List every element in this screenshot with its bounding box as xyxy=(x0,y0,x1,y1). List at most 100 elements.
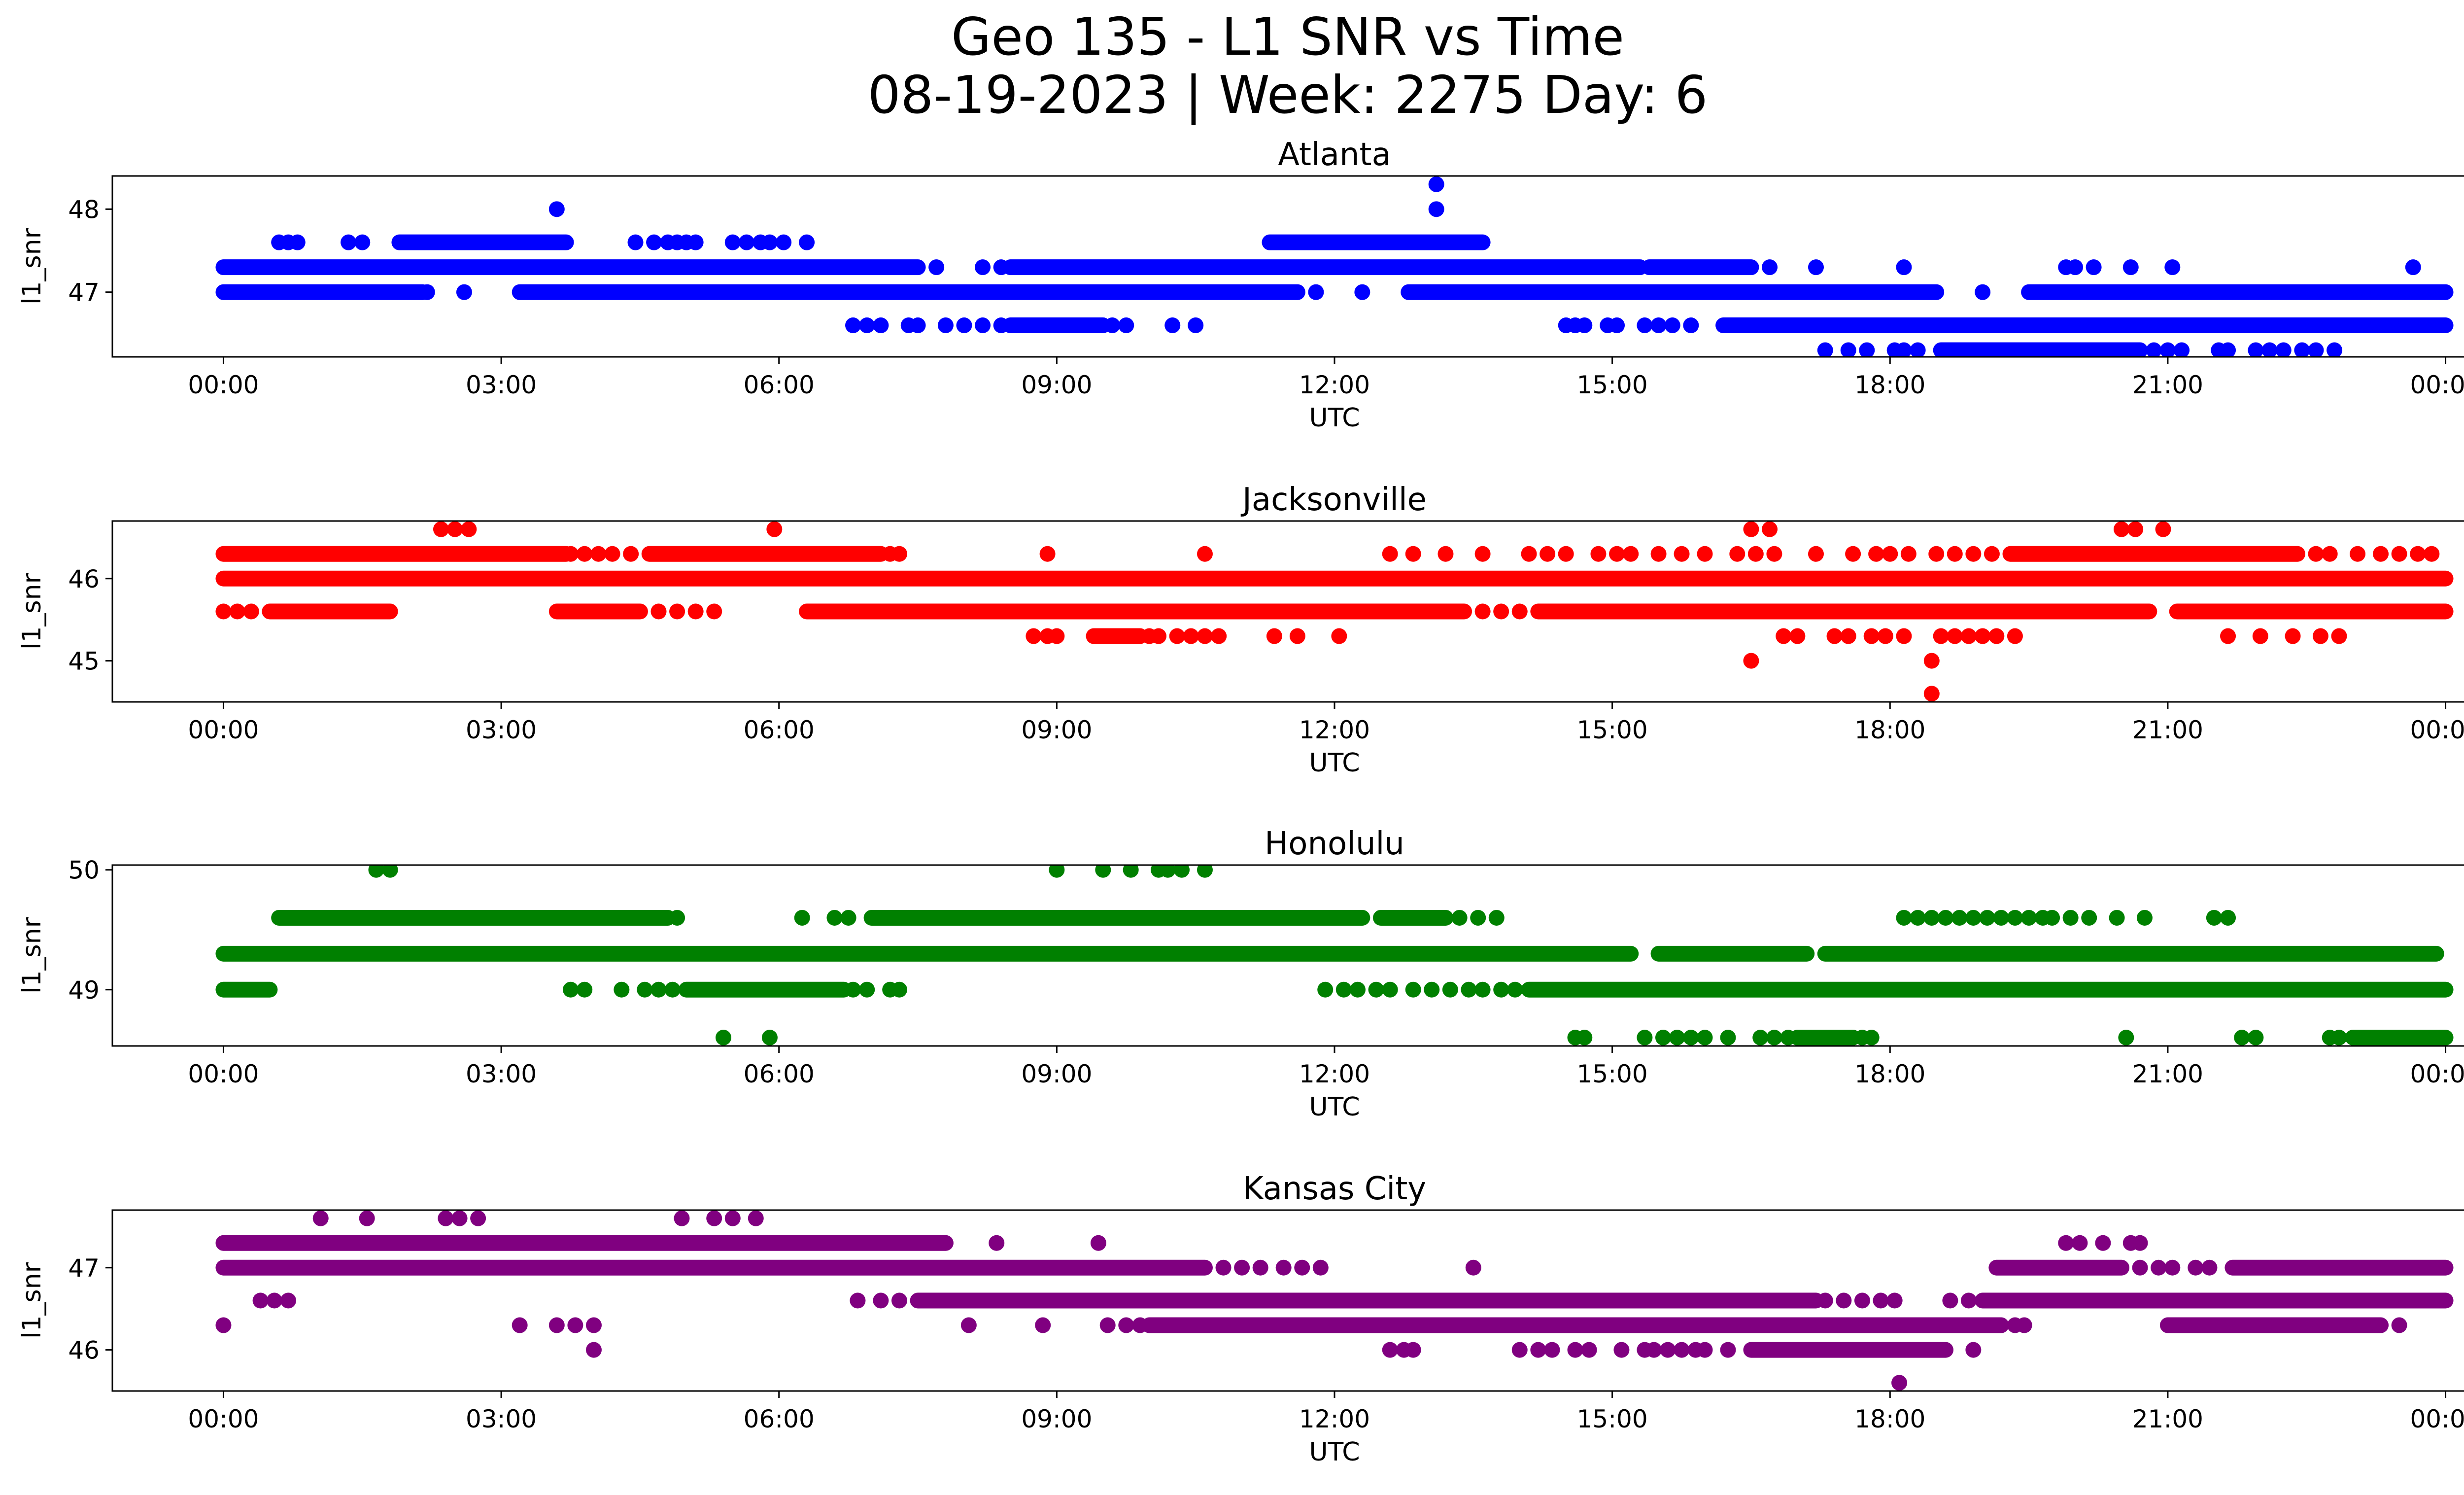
x-tick-label: 09:00 xyxy=(1021,1060,1092,1088)
y-tick-label: 48 xyxy=(68,195,100,224)
data-point xyxy=(1151,628,1167,644)
x-tick-label: 09:00 xyxy=(1021,1405,1092,1433)
x-tick-label: 06:00 xyxy=(744,716,815,744)
x-axis-label: UTC xyxy=(1309,748,1360,778)
data-point xyxy=(368,865,384,878)
data-point xyxy=(2234,1029,2250,1045)
data-point xyxy=(1960,628,1977,644)
data-point xyxy=(1488,909,1505,926)
data-point xyxy=(1493,603,1509,620)
data-points xyxy=(215,521,2454,702)
data-point xyxy=(1405,1342,1421,1358)
data-point xyxy=(1405,981,1421,998)
data-point xyxy=(2058,1235,2074,1251)
data-point xyxy=(840,909,856,926)
data-point xyxy=(2275,342,2292,357)
data-point xyxy=(1211,628,1227,644)
data-point xyxy=(2136,909,2153,926)
data-point xyxy=(891,981,907,998)
data-point xyxy=(1349,981,1366,998)
data-point xyxy=(1923,909,1940,926)
data-point xyxy=(1766,546,1782,562)
data-point xyxy=(748,1210,764,1226)
data-point xyxy=(1697,1029,1713,1045)
data-point xyxy=(1335,981,1352,998)
data-point xyxy=(1766,1029,1782,1045)
data-point xyxy=(2373,546,2389,562)
x-tick-label: 21:00 xyxy=(2132,716,2203,744)
data-point xyxy=(2308,546,2324,562)
data-point xyxy=(2327,342,2343,357)
data-point xyxy=(1780,1029,1796,1045)
data-point xyxy=(567,1317,583,1333)
data-point xyxy=(1817,342,1833,357)
data-point xyxy=(2095,1235,2111,1251)
panel-atlanta: Atlanta 00:00 03:00 06:00 09:00 12:00 15:00 18:… xyxy=(17,137,2464,433)
data-point xyxy=(280,1292,296,1309)
data-point xyxy=(451,1210,468,1226)
data-point xyxy=(873,317,889,334)
data-point xyxy=(1854,1292,1870,1309)
data-point xyxy=(1317,981,1334,998)
data-point xyxy=(650,603,667,620)
data-point xyxy=(1896,628,1912,644)
data-point xyxy=(2132,1259,2148,1276)
y-tick-label: 47 xyxy=(68,1254,100,1283)
x-axis-label: UTC xyxy=(1309,1092,1360,1122)
y-tick-label: 50 xyxy=(68,856,100,885)
data-point xyxy=(1289,628,1305,644)
data-point xyxy=(2220,342,2236,357)
data-point xyxy=(1646,1342,1662,1358)
y-tick-label: 46 xyxy=(68,1336,100,1365)
data-point xyxy=(2127,521,2144,537)
data-point xyxy=(1090,1235,1106,1251)
data-point xyxy=(2350,546,2366,562)
data-point xyxy=(1743,653,1759,669)
data-point xyxy=(646,234,662,250)
data-point xyxy=(1530,1342,1546,1358)
data-point xyxy=(716,1029,731,1045)
data-point xyxy=(2164,1259,2181,1276)
data-point xyxy=(1442,981,1458,998)
data-point xyxy=(1609,317,1625,334)
data-point xyxy=(447,521,463,537)
data-point xyxy=(1474,603,1491,620)
data-point xyxy=(1845,546,1861,562)
data-point xyxy=(794,909,810,926)
data-point xyxy=(2072,1235,2088,1251)
data-point xyxy=(1965,1342,1982,1358)
data-point xyxy=(2252,628,2268,644)
data-point xyxy=(456,284,472,300)
data-point xyxy=(1382,1342,1398,1358)
x-tick-label: 18:00 xyxy=(1854,716,1925,744)
data-point xyxy=(1683,317,1699,334)
panel-title: Jacksonville xyxy=(1240,482,1427,518)
data-point xyxy=(706,1210,722,1226)
data-point xyxy=(2248,1029,2264,1045)
x-tick-label: 21:00 xyxy=(2132,1405,2203,1433)
data-point xyxy=(2331,628,2347,644)
data-point xyxy=(2113,521,2129,537)
data-point xyxy=(1762,259,1778,276)
data-point xyxy=(1576,317,1593,334)
data-point xyxy=(289,234,306,250)
data-point xyxy=(2118,1029,2134,1045)
data-point xyxy=(1169,628,1185,644)
data-point xyxy=(1183,628,1199,644)
data-point xyxy=(2312,628,2328,644)
data-point xyxy=(891,1292,907,1309)
data-point xyxy=(2410,546,2426,562)
data-point xyxy=(2174,342,2190,357)
y-axis-label: l1_snr xyxy=(17,573,47,650)
data-point xyxy=(2159,342,2176,357)
data-point xyxy=(637,981,653,998)
figure-title-line-1: Geo 135 - L1 SNR vs Time xyxy=(951,7,1625,67)
data-point xyxy=(1540,546,1556,562)
data-point xyxy=(1863,1029,1880,1045)
data-point xyxy=(1275,1259,1292,1276)
data-point xyxy=(1382,546,1398,562)
data-point xyxy=(1840,342,1856,357)
data-point xyxy=(1928,546,1945,562)
data-point xyxy=(1474,546,1491,562)
data-point xyxy=(1808,546,1824,562)
